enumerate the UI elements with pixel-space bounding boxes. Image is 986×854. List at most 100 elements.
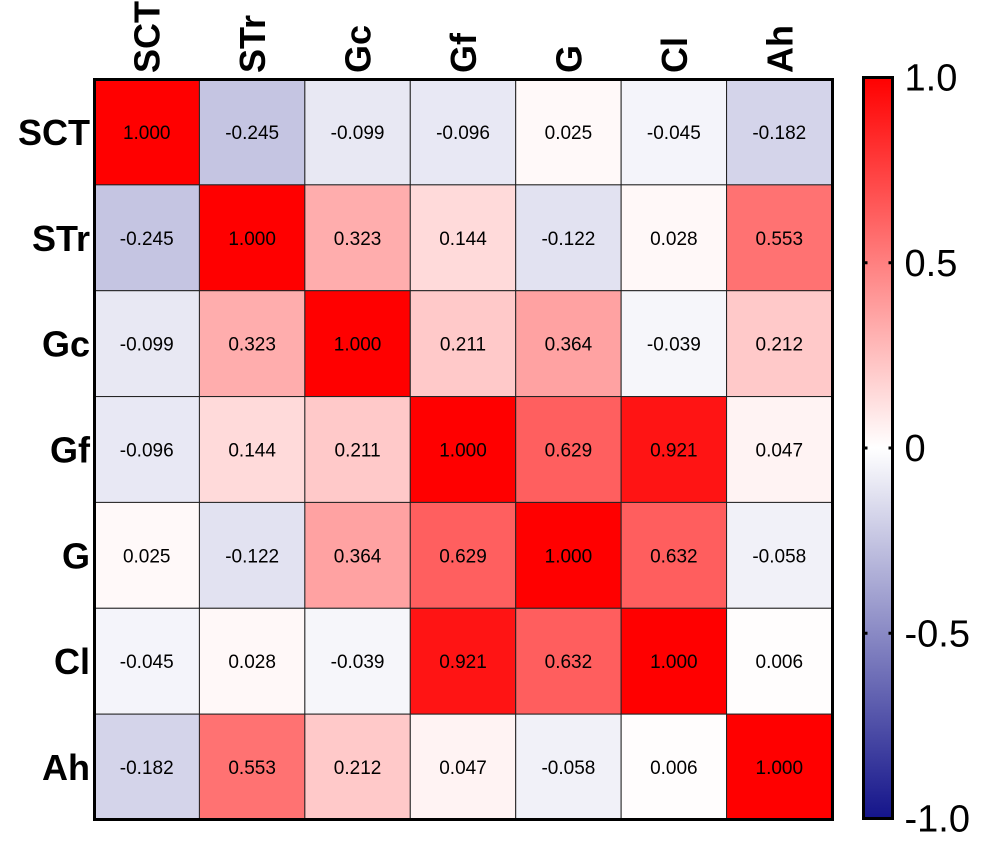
cell-value-label: -0.096 (120, 441, 174, 462)
heatmap-cell (620, 396, 728, 503)
heatmap-cell (620, 78, 728, 186)
heatmap-cell (726, 184, 833, 292)
cell-value-label: 0.025 (123, 546, 171, 567)
colorbar-tick-label: -0.5 (905, 613, 970, 655)
cell-value-label: 1.000 (334, 335, 382, 356)
cell-value-label: 0.047 (439, 758, 487, 779)
heatmap-cell (304, 607, 411, 715)
heatmap-frame (93, 78, 834, 821)
cell-value-label: -0.099 (331, 123, 385, 144)
heatmap-cell (198, 607, 306, 715)
cell-value-label: 0.028 (650, 229, 698, 250)
cell-value-label: 0.553 (756, 229, 804, 250)
cell-value-label: 0.025 (545, 123, 593, 144)
column-label: Cl (654, 37, 695, 73)
row-label: G (62, 535, 90, 576)
heatmap-cell (93, 607, 200, 715)
cell-value-label: 1.000 (439, 441, 487, 462)
cell-value-label: 0.629 (439, 546, 487, 567)
cell-value-label: 0.144 (439, 229, 487, 250)
colorbar-gradient (862, 76, 894, 820)
column-label: Gf (443, 32, 484, 73)
column-label: SCT (127, 1, 168, 73)
cell-value-label: 0.211 (335, 441, 381, 462)
cell-value-label: 0.364 (545, 335, 593, 356)
heatmap-cell (620, 713, 728, 821)
column-label: Gc (338, 25, 379, 73)
column-labels: SCT STr Gc Gf G Cl Ah (127, 1, 801, 73)
cell-value-label: 1.000 (123, 123, 171, 144)
row-labels: SCT STr Gc Gf G Cl Ah (18, 112, 91, 788)
cell-value-label: 0.028 (228, 652, 276, 673)
cell-value-label: 1.000 (756, 758, 804, 779)
colorbar (862, 76, 894, 820)
row-label: STr (32, 218, 90, 259)
row-label: Gc (42, 324, 90, 365)
cell-value-label: 0.211 (440, 335, 486, 356)
colorbar-tick-label: 0.5 (905, 243, 958, 285)
cell-value-label: 0.921 (650, 441, 698, 462)
column-label: STr (232, 15, 273, 73)
heatmap-cell (726, 501, 833, 609)
cell-value-label: 0.323 (228, 335, 276, 356)
cell-value-label: -0.182 (752, 123, 806, 144)
heatmap-cell (304, 713, 411, 821)
cell-value-label: -0.058 (541, 758, 595, 779)
heatmap-cell (409, 290, 517, 398)
cell-value-label: 0.632 (650, 546, 698, 567)
row-label: Gf (50, 430, 91, 471)
colorbar-tick-label: 0 (905, 428, 926, 470)
colorbar-tick-label: -1.0 (905, 799, 970, 841)
cell-value-label: -0.039 (331, 652, 385, 673)
cell-value-label: 0.006 (756, 652, 804, 673)
cell-value-label: 0.212 (756, 335, 804, 356)
cell-value-label: -0.245 (225, 123, 279, 144)
heatmap-cell (93, 713, 200, 821)
row-label: Cl (54, 641, 90, 682)
heatmap-cell (726, 713, 833, 821)
cell-value-label: 0.364 (334, 546, 382, 567)
cell-value-label: -0.058 (752, 546, 806, 567)
heatmap-cell (93, 501, 200, 609)
cell-value-label: -0.245 (120, 229, 174, 250)
colorbar-tick-label: 1.0 (905, 58, 958, 100)
heatmap-cell (620, 290, 728, 398)
heatmap-cell (726, 290, 833, 398)
heatmap-cell (93, 290, 200, 398)
cell-value-label: -0.045 (120, 652, 174, 673)
cell-value-label: -0.122 (225, 546, 279, 567)
heatmap-cell (93, 78, 200, 186)
cell-value-label: -0.096 (436, 123, 490, 144)
heatmap-cell (515, 184, 622, 292)
heatmap-cell (515, 607, 622, 715)
heatmap-cell (726, 396, 833, 503)
cell-value-label: 0.921 (439, 652, 487, 673)
cell-value-label: 1.000 (650, 652, 698, 673)
cell-value-label: 0.632 (545, 652, 593, 673)
heatmap-cell (620, 184, 728, 292)
heatmap-cell (409, 78, 517, 186)
heatmap-cell (409, 607, 517, 715)
cell-value-label: 0.006 (650, 758, 698, 779)
cell-value-label: 0.553 (228, 758, 276, 779)
row-label: Ah (42, 747, 90, 788)
heatmap-cell (304, 501, 411, 609)
heatmap-cell (93, 396, 200, 503)
cell-value-label: 1.000 (545, 546, 593, 567)
cell-value-label: -0.039 (647, 335, 701, 356)
row-label: SCT (18, 112, 90, 153)
heatmap-cell (515, 713, 622, 821)
cell-value-label: 0.144 (228, 441, 276, 462)
heatmap-cell (198, 396, 306, 503)
column-label: G (548, 45, 589, 73)
cell-value-label: -0.045 (647, 123, 701, 144)
cell-value-label: 0.212 (334, 758, 382, 779)
cell-value-label: 1.000 (228, 229, 276, 250)
cell-value-label: -0.182 (120, 758, 174, 779)
cell-value-label: 0.323 (334, 229, 382, 250)
heatmap-cell (93, 184, 200, 292)
heatmap-cell (726, 607, 833, 715)
cell-value-label: 0.047 (756, 441, 804, 462)
heatmap-cell (304, 290, 411, 398)
